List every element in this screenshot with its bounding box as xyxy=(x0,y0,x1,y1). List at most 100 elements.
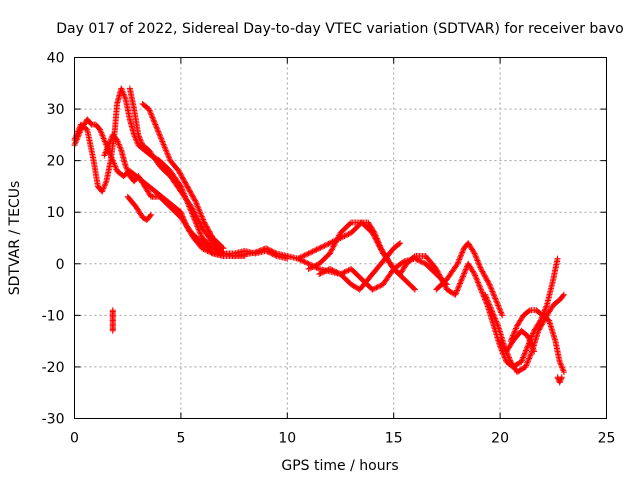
data-point xyxy=(302,251,309,258)
data-point xyxy=(157,132,164,139)
data-point xyxy=(336,232,343,239)
data-point xyxy=(473,276,480,283)
data-point xyxy=(135,133,142,140)
x-tick-label: 20 xyxy=(491,431,509,447)
data-point xyxy=(462,267,469,274)
data-point xyxy=(483,295,490,302)
data-point xyxy=(539,320,546,327)
data-point xyxy=(300,253,307,260)
y-tick-label: -10 xyxy=(42,308,65,324)
data-point xyxy=(470,249,477,256)
data-point xyxy=(479,290,486,297)
data-point xyxy=(183,182,190,189)
data-point xyxy=(118,85,125,92)
data-point xyxy=(264,248,271,255)
data-point xyxy=(104,145,111,152)
data-point xyxy=(326,250,333,257)
data-point xyxy=(312,247,319,254)
data-point xyxy=(556,379,563,386)
data-point xyxy=(417,258,424,265)
data-point xyxy=(149,114,156,121)
x-tick-label: 15 xyxy=(385,431,403,447)
data-point xyxy=(219,249,226,256)
data-point xyxy=(476,282,483,289)
data-point xyxy=(101,182,108,189)
data-point xyxy=(123,164,130,171)
data-point xyxy=(317,244,324,251)
data-point xyxy=(419,259,426,266)
data-point xyxy=(201,219,208,226)
data-point xyxy=(434,268,441,275)
data-point xyxy=(494,301,501,308)
data-point xyxy=(313,246,320,253)
data-point xyxy=(74,128,81,135)
data-point xyxy=(521,350,528,357)
data-point xyxy=(157,134,164,141)
data-point xyxy=(309,248,316,255)
data-point xyxy=(136,134,143,141)
data-point xyxy=(493,298,500,305)
data-point xyxy=(192,198,199,205)
data-point xyxy=(525,308,532,315)
data-point xyxy=(523,346,530,353)
data-point xyxy=(320,243,327,250)
data-point xyxy=(189,192,196,199)
data-point xyxy=(373,284,380,291)
data-point xyxy=(148,113,155,120)
data-point xyxy=(104,143,111,150)
data-point xyxy=(198,212,205,219)
data-point xyxy=(433,267,440,274)
data-point xyxy=(209,245,216,252)
data-point xyxy=(263,247,270,254)
data-point xyxy=(370,285,377,292)
data-point xyxy=(528,342,535,349)
data-point xyxy=(522,363,529,370)
data-point xyxy=(317,270,324,277)
data-point xyxy=(310,247,317,254)
data-point xyxy=(492,317,499,324)
data-point xyxy=(342,268,349,275)
data-point xyxy=(316,271,323,278)
data-point xyxy=(333,236,340,243)
data-point xyxy=(490,291,497,298)
data-point xyxy=(536,326,543,333)
data-point xyxy=(101,137,108,144)
data-point xyxy=(313,262,320,269)
data-point xyxy=(297,254,304,261)
data-point xyxy=(483,276,490,283)
data-point xyxy=(241,253,248,260)
data-point xyxy=(328,247,335,254)
data-point xyxy=(480,269,487,276)
data-point xyxy=(99,132,106,139)
data-point xyxy=(191,209,198,216)
data-point xyxy=(105,142,112,149)
data-point xyxy=(456,255,463,262)
data-point xyxy=(456,281,463,288)
data-point xyxy=(524,344,531,351)
data-point xyxy=(306,249,313,256)
data-point xyxy=(269,251,276,258)
data-point xyxy=(493,319,500,326)
grid-lines xyxy=(74,57,607,419)
data-point xyxy=(120,89,127,96)
data-point xyxy=(529,344,536,351)
data-point xyxy=(206,228,213,235)
data-point xyxy=(115,141,122,148)
data-point xyxy=(333,238,340,245)
data-point xyxy=(558,374,565,381)
data-point xyxy=(152,122,159,129)
data-point xyxy=(344,231,351,238)
data-point xyxy=(436,272,443,279)
data-point xyxy=(102,181,109,188)
data-point xyxy=(151,118,158,125)
data-point xyxy=(194,203,201,210)
data-point xyxy=(477,264,484,271)
data-point xyxy=(457,253,464,260)
data-point xyxy=(485,298,492,305)
data-point xyxy=(72,140,79,147)
data-point xyxy=(322,242,329,249)
data-point xyxy=(97,128,104,135)
data-point xyxy=(206,229,213,236)
data-point xyxy=(538,322,545,329)
data-point xyxy=(455,259,462,266)
